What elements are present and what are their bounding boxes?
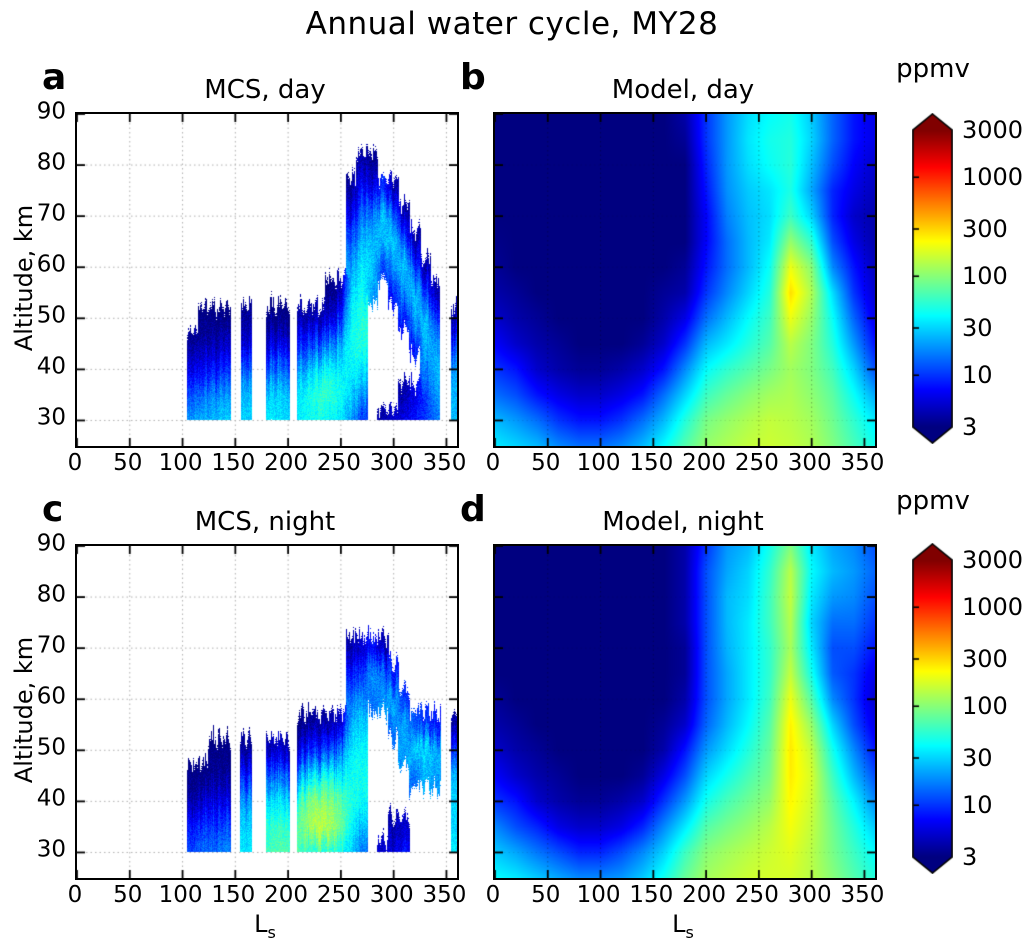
x-tick-label-c: 250: [316, 882, 361, 908]
y-tick-label-c: 60: [36, 683, 66, 710]
colorbar-top-canvas: [912, 113, 953, 444]
panel-b-title: Model, day: [611, 75, 755, 105]
colorbar-tick-label: 1000: [962, 593, 1024, 622]
panel-c-plot: [75, 544, 459, 880]
x-tick-label-b: 100: [576, 450, 621, 476]
y-tick-label-c: 50: [36, 734, 66, 761]
colorbar-top: [912, 113, 953, 444]
panel-c-letter: c: [42, 489, 64, 530]
x-axis-label-d: Ls: [672, 910, 694, 942]
panel-b-letter: b: [460, 57, 486, 98]
colorbar-tick-label: 3000: [962, 546, 1024, 574]
x-tick-label-b: 0: [485, 450, 501, 476]
x-tick-label-d: 350: [840, 882, 885, 908]
colorbar-bottom: [912, 543, 953, 874]
panel-b-plot: [493, 112, 877, 448]
x-tick-label-c: 350: [422, 882, 467, 908]
x-tick-label-c: 200: [264, 882, 309, 908]
y-tick-label-a: 60: [36, 251, 66, 278]
panel-c-title: MCS, night: [194, 507, 336, 537]
x-tick-label-a: 200: [264, 450, 309, 476]
x-tick-label-b: 350: [840, 450, 885, 476]
y-tick-label-c: 90: [36, 530, 66, 557]
y-tick-label-c: 70: [36, 632, 66, 659]
colorbar-tick-label: 10: [962, 791, 993, 820]
x-tick-label-b: 200: [682, 450, 727, 476]
x-tick-label-c: 50: [113, 882, 143, 908]
x-tick-label-b: 50: [531, 450, 561, 476]
colorbar-tick-label: 3000: [962, 116, 1024, 144]
x-tick-label-a: 150: [211, 450, 256, 476]
y-tick-label-a: 80: [36, 149, 66, 176]
y-tick-label-c: 30: [36, 836, 66, 863]
x-tick-label-c: 100: [158, 882, 203, 908]
x-tick-label-c: 300: [369, 882, 414, 908]
panel-d-title: Model, night: [602, 507, 764, 537]
panel-a-heatmap-canvas: [75, 112, 459, 448]
x-tick-label-d: 200: [682, 882, 727, 908]
y-tick-label-c: 80: [36, 581, 66, 608]
y-tick-label-a: 70: [36, 200, 66, 227]
colorbar-tick-label: 10: [962, 361, 993, 390]
colorbar-tick-label: 300: [962, 645, 1008, 673]
y-tick-label-c: 40: [36, 785, 66, 812]
x-tick-label-c: 0: [67, 882, 83, 908]
colorbar-tick-label: 100: [962, 262, 1008, 291]
x-tick-label-d: 50: [531, 882, 561, 908]
x-tick-label-a: 350: [422, 450, 467, 476]
x-tick-label-a: 300: [369, 450, 414, 476]
panel-a-letter: a: [42, 57, 67, 98]
colorbar-bottom-canvas: [912, 543, 953, 874]
y-tick-label-a: 40: [36, 353, 66, 380]
colorbar-tick-label: 1000: [962, 163, 1024, 192]
x-tick-label-d: 0: [485, 882, 501, 908]
x-tick-label-d: 250: [734, 882, 779, 908]
x-tick-label-b: 150: [629, 450, 674, 476]
colorbar-top-unit-label: ppmv: [896, 54, 970, 84]
x-tick-label-d: 100: [576, 882, 621, 908]
colorbar-tick-label: 30: [962, 744, 993, 772]
panel-a-plot: [75, 112, 459, 448]
colorbar-tick-label: 300: [962, 215, 1008, 243]
figure-title: Annual water cycle, MY28: [305, 6, 719, 42]
x-tick-label-d: 150: [629, 882, 674, 908]
colorbar-tick-label: 3: [962, 843, 978, 871]
x-tick-label-b: 250: [734, 450, 779, 476]
x-tick-label-b: 300: [787, 450, 832, 476]
colorbar-tick-label: 30: [962, 314, 993, 342]
y-tick-label-a: 30: [36, 404, 66, 431]
panel-c-heatmap-canvas: [75, 544, 459, 880]
x-tick-label-a: 50: [113, 450, 143, 476]
colorbar-tick-label: 3: [962, 413, 978, 441]
panel-d-heatmap-canvas: [493, 544, 877, 880]
panel-d-letter: d: [460, 489, 486, 530]
panel-b-heatmap-canvas: [493, 112, 877, 448]
x-tick-label-a: 0: [67, 450, 83, 476]
x-axis-label-c: Ls: [254, 910, 276, 942]
x-tick-label-c: 150: [211, 882, 256, 908]
colorbar-bottom-unit-label: ppmv: [896, 486, 970, 516]
panel-a-title: MCS, day: [204, 75, 326, 105]
y-tick-label-a: 50: [36, 302, 66, 329]
x-tick-label-d: 300: [787, 882, 832, 908]
panel-d-plot: [493, 544, 877, 880]
x-tick-label-a: 250: [316, 450, 361, 476]
x-tick-label-a: 100: [158, 450, 203, 476]
colorbar-tick-label: 100: [962, 692, 1008, 721]
y-tick-label-a: 90: [36, 98, 66, 125]
